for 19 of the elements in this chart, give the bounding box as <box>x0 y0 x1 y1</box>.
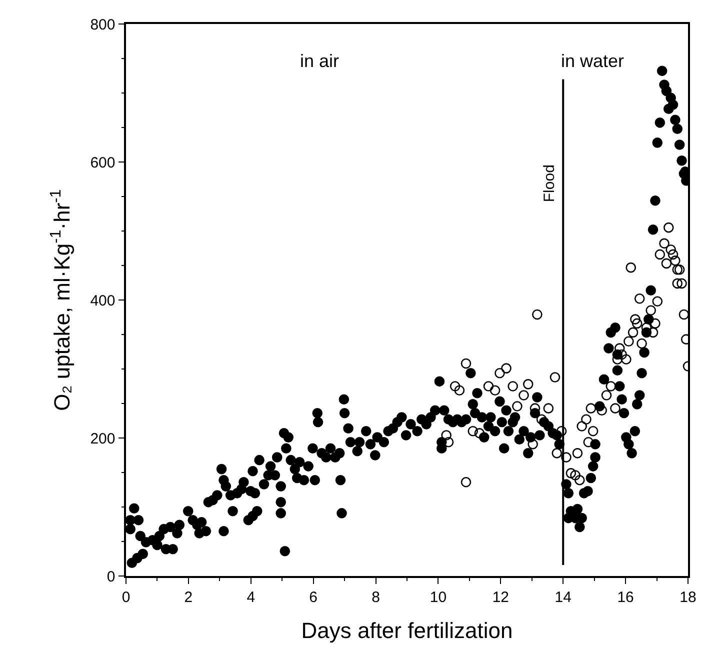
y-tick-label: 600 <box>90 154 116 172</box>
annotation: in water <box>561 51 624 71</box>
x-tick-label: 10 <box>430 588 447 606</box>
x-tick-label: 16 <box>617 588 634 606</box>
x-tick-label: 0 <box>122 588 130 606</box>
x-tick-label: 6 <box>309 588 318 606</box>
x-tick-label: 2 <box>184 588 193 606</box>
y-tick-label: 800 <box>90 16 116 34</box>
y-tick-label: 0 <box>106 568 116 586</box>
x-tick-label: 8 <box>372 588 380 606</box>
y-tick-label: 400 <box>90 292 116 310</box>
ref-line-label: Flood <box>541 164 558 202</box>
x-axis-title: Days after fertilization <box>301 618 513 644</box>
x-tick-label: 12 <box>492 588 510 606</box>
x-tick-label: 18 <box>680 588 696 606</box>
annotation: in air <box>300 51 340 71</box>
x-tick-label: 4 <box>246 588 256 606</box>
y-tick-label: 200 <box>90 430 116 448</box>
x-tick-label: 14 <box>554 588 572 606</box>
